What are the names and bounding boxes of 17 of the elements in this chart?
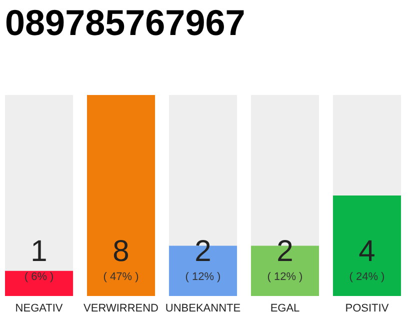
x-tick-label: VERWIRREND [84, 302, 159, 314]
data-label: 1 [30, 235, 48, 268]
annotation: ( 47% ) [103, 271, 139, 283]
annotation: ( 24% ) [349, 271, 385, 283]
x-tick-label: EGAL [270, 302, 300, 314]
annotation: ( 12% ) [185, 271, 221, 283]
bar [5, 270, 74, 296]
data-label: 4 [358, 235, 376, 268]
chart-title: 089785767967 [5, 2, 246, 43]
x-tick-label: NEGATIV [15, 302, 64, 314]
x-tick-label: POSITIV [345, 302, 390, 314]
data-label: 2 [276, 235, 294, 268]
x-tick-label: UNBEKANNTE [165, 302, 241, 314]
data-label: 2 [194, 235, 212, 268]
annotation: ( 6% ) [24, 271, 54, 283]
annotation: ( 12% ) [267, 271, 303, 283]
data-label: 8 [112, 235, 130, 268]
